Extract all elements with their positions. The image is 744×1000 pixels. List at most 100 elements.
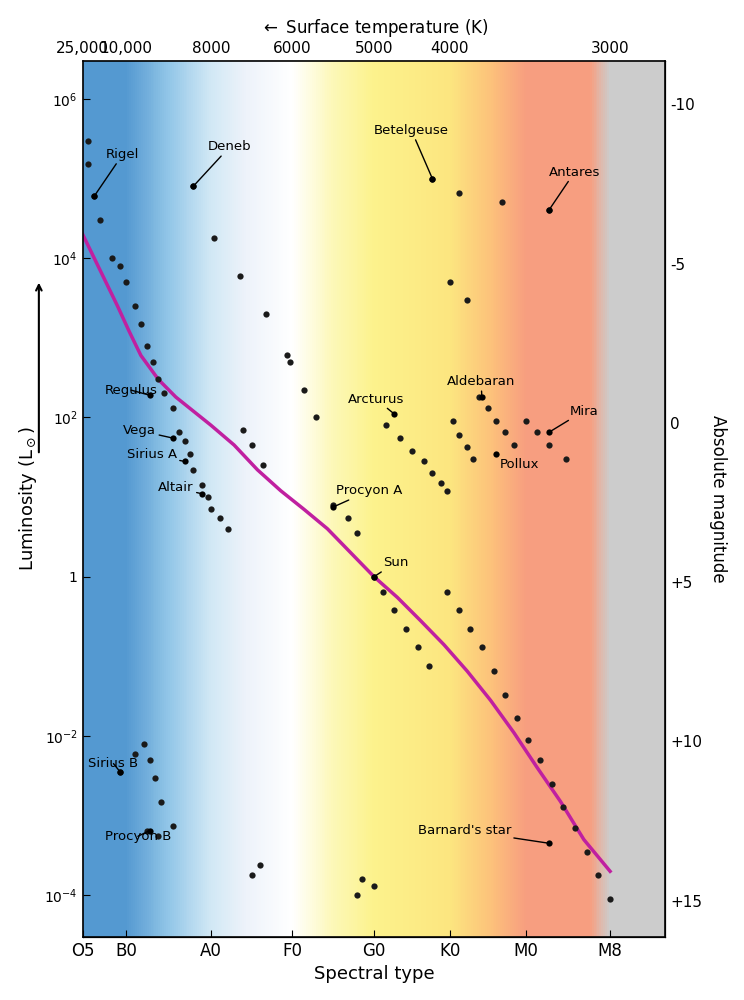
Bar	[343, 61, 345, 937]
Bar	[345, 61, 347, 937]
Bar	[320, 61, 321, 937]
Bar	[168, 61, 170, 937]
Bar	[150, 61, 153, 937]
Bar	[483, 61, 485, 937]
Bar	[246, 61, 248, 937]
Bar	[374, 61, 376, 937]
Bar	[120, 61, 121, 937]
Bar	[655, 61, 658, 937]
Bar	[89, 61, 90, 937]
Bar	[557, 61, 559, 937]
Bar	[405, 61, 407, 937]
Bar	[98, 61, 100, 937]
Bar	[275, 61, 277, 937]
Bar	[397, 61, 400, 937]
Bar	[127, 61, 129, 937]
Bar	[355, 61, 356, 937]
Bar	[425, 61, 426, 937]
Bar	[112, 61, 114, 937]
Y-axis label: Luminosity (L$_\odot$): Luminosity (L$_\odot$)	[16, 426, 39, 571]
Bar	[510, 61, 512, 937]
Bar	[636, 61, 638, 937]
Bar	[455, 61, 458, 937]
Bar	[310, 61, 312, 937]
Bar	[289, 61, 290, 937]
Bar	[295, 61, 296, 937]
Bar	[131, 61, 133, 937]
Bar	[226, 61, 228, 937]
Bar	[553, 61, 555, 937]
Bar	[584, 61, 586, 937]
Bar	[597, 61, 600, 937]
Bar	[475, 61, 477, 937]
Bar	[440, 61, 442, 937]
Bar	[335, 61, 337, 937]
Bar	[429, 61, 430, 937]
Bar	[114, 61, 115, 937]
Bar	[547, 61, 549, 937]
Bar	[555, 61, 557, 937]
Bar	[411, 61, 413, 937]
Bar	[366, 61, 368, 937]
Bar	[184, 61, 185, 937]
Bar	[619, 61, 620, 937]
Bar	[298, 61, 300, 937]
Bar	[641, 61, 642, 937]
Bar	[452, 61, 454, 937]
Bar	[225, 61, 226, 937]
Bar	[533, 61, 535, 937]
Text: Sirius A: Sirius A	[127, 448, 185, 461]
Bar	[527, 61, 530, 937]
Bar	[300, 61, 302, 937]
Bar	[394, 61, 395, 937]
Bar	[568, 61, 570, 937]
Bar	[541, 61, 543, 937]
Bar	[661, 61, 664, 937]
Bar	[436, 61, 438, 937]
Bar	[205, 61, 207, 937]
Bar	[248, 61, 250, 937]
Text: Procyon A: Procyon A	[333, 484, 403, 507]
Bar	[222, 61, 225, 937]
Bar	[187, 61, 190, 937]
Text: Procyon B: Procyon B	[105, 830, 171, 843]
Bar	[178, 61, 180, 937]
Bar	[638, 61, 641, 937]
Bar	[217, 61, 219, 937]
Bar	[215, 61, 217, 937]
Bar	[660, 61, 661, 937]
Bar	[664, 61, 665, 937]
Bar	[190, 61, 191, 937]
Bar	[139, 61, 141, 937]
Bar	[156, 61, 158, 937]
Bar	[578, 61, 580, 937]
Bar	[92, 61, 94, 937]
Bar	[220, 61, 222, 937]
Bar	[508, 61, 510, 937]
Bar	[644, 61, 646, 937]
Bar	[652, 61, 654, 937]
Y-axis label: Absolute magnitude: Absolute magnitude	[709, 415, 728, 583]
Bar	[500, 61, 502, 937]
Bar	[487, 61, 489, 937]
Bar	[166, 61, 168, 937]
Bar	[365, 61, 366, 937]
Bar	[489, 61, 490, 937]
Bar	[551, 61, 553, 937]
Bar	[337, 61, 339, 937]
Bar	[153, 61, 155, 937]
Bar	[312, 61, 314, 937]
Bar	[283, 61, 285, 937]
Bar	[265, 61, 267, 937]
Bar	[234, 61, 236, 937]
Bar	[333, 61, 335, 937]
Bar	[512, 61, 514, 937]
Bar	[349, 61, 350, 937]
Bar	[635, 61, 636, 937]
Bar	[240, 61, 242, 937]
X-axis label: Spectral type: Spectral type	[314, 965, 434, 983]
Text: Pollux: Pollux	[496, 454, 539, 471]
Bar	[423, 61, 425, 937]
Bar	[185, 61, 187, 937]
Bar	[110, 61, 112, 937]
